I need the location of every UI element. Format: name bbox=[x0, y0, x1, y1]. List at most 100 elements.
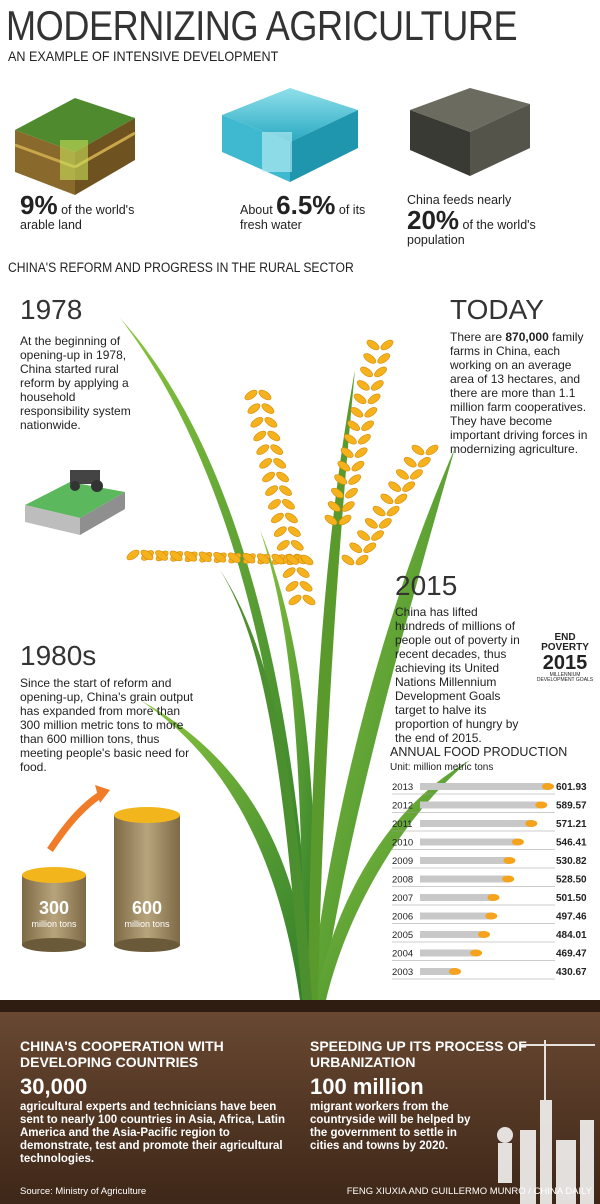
population-icon bbox=[410, 88, 530, 176]
grain bbox=[287, 526, 301, 537]
grain bbox=[276, 540, 290, 551]
stat-land: 9% of the world's arable land bbox=[20, 192, 170, 232]
grain bbox=[417, 456, 431, 468]
grain bbox=[247, 403, 261, 414]
grain bbox=[345, 487, 358, 499]
grain bbox=[285, 581, 299, 592]
grain bbox=[227, 552, 241, 563]
grain bbox=[358, 433, 371, 445]
highlight: 870,000 bbox=[505, 330, 549, 344]
bar-tip bbox=[542, 783, 554, 790]
grain bbox=[350, 407, 364, 418]
grain bbox=[184, 551, 198, 562]
stat-value: 20% bbox=[407, 205, 460, 235]
grain bbox=[351, 460, 365, 472]
text: China has lifted hundreds of millions of… bbox=[395, 605, 520, 745]
y-tick-label: 2010 bbox=[392, 838, 413, 849]
credit: FENG XIUXIA AND GUILLERMO MUNRO / CHINA … bbox=[346, 1186, 592, 1197]
grain bbox=[270, 444, 284, 455]
y-tick-label: 2007 bbox=[392, 893, 413, 904]
text: There are 870,000 family farms in China,… bbox=[450, 330, 596, 456]
grain bbox=[380, 339, 394, 351]
chart-subtitle: Unit: million metric tons bbox=[390, 762, 494, 773]
grain bbox=[259, 458, 273, 469]
bar bbox=[420, 820, 532, 827]
grain bbox=[213, 552, 227, 563]
grain bbox=[155, 550, 168, 561]
section-title: CHINA'S REFORM AND PROGRESS IN THE RURAL… bbox=[8, 260, 354, 275]
value-label: 497.46 bbox=[556, 912, 587, 923]
heading: SPEEDING UP ITS PROCESS OF URBANIZATION bbox=[310, 1038, 527, 1070]
grain bbox=[410, 469, 423, 480]
heading: TODAY bbox=[450, 294, 544, 325]
food-production-chart: 2013 601.93 2012 589.57 2011 571.21 2010 546.41… bbox=[392, 782, 587, 980]
bar-tip bbox=[525, 820, 538, 827]
grain bbox=[348, 474, 362, 485]
bar-tip bbox=[485, 912, 498, 920]
stat-text: of the world's arable land bbox=[20, 203, 135, 232]
logo-top: END POVERTY bbox=[541, 632, 589, 653]
bar bbox=[420, 949, 477, 957]
value-label: 601.93 bbox=[556, 782, 587, 793]
grain bbox=[394, 493, 408, 505]
y-tick-label: 2004 bbox=[392, 949, 413, 960]
grain bbox=[302, 594, 316, 606]
grain bbox=[282, 499, 295, 510]
bar-tip bbox=[502, 875, 515, 883]
grain bbox=[425, 444, 439, 456]
can-label: 300 million tons bbox=[22, 898, 86, 929]
subtitle: AN EXAMPLE OF INTENSIVE DEVELOPMENT bbox=[8, 48, 279, 64]
grain bbox=[354, 447, 368, 458]
bar bbox=[420, 857, 510, 864]
grain bbox=[371, 530, 384, 541]
grain bbox=[378, 518, 392, 529]
grain bbox=[337, 460, 351, 472]
grain bbox=[273, 526, 287, 537]
grain bbox=[276, 471, 289, 483]
text: family farms in China, each working on a… bbox=[450, 330, 588, 456]
grain bbox=[341, 501, 355, 512]
bar-tip bbox=[470, 949, 483, 957]
value-label: 469.47 bbox=[556, 949, 587, 960]
bar-tip bbox=[535, 801, 548, 809]
grain bbox=[271, 512, 284, 524]
stat-water: About 6.5% of its fresh water bbox=[240, 192, 370, 232]
grain bbox=[290, 540, 304, 551]
number: 30,000 bbox=[20, 1074, 88, 1099]
grain bbox=[344, 433, 357, 445]
value-label: 528.50 bbox=[556, 875, 587, 886]
water-icon bbox=[222, 88, 358, 182]
grain bbox=[338, 514, 352, 526]
grain bbox=[403, 456, 417, 468]
text: Since the start of reform and opening-up… bbox=[20, 676, 194, 774]
grain bbox=[296, 567, 310, 578]
grain bbox=[279, 485, 292, 496]
grain-cans bbox=[22, 785, 180, 952]
heading: CHINA'S COOPERATION WITH DEVELOPING COUN… bbox=[20, 1038, 224, 1070]
can-value: 300 bbox=[38, 898, 70, 918]
grain bbox=[347, 420, 360, 432]
stat-text: of the world's population bbox=[407, 218, 536, 247]
bar-tip bbox=[477, 931, 490, 938]
grain bbox=[140, 549, 154, 561]
bar-tip bbox=[487, 894, 500, 901]
bar bbox=[420, 894, 494, 901]
grain bbox=[300, 554, 314, 566]
grain bbox=[265, 485, 278, 496]
grain bbox=[288, 594, 302, 606]
y-tick-label: 2012 bbox=[392, 801, 413, 812]
field-icon bbox=[25, 470, 125, 535]
grain bbox=[367, 393, 381, 405]
bar bbox=[420, 912, 492, 920]
grain bbox=[256, 444, 270, 455]
grain bbox=[250, 417, 264, 428]
bar bbox=[420, 801, 542, 809]
rice-grains bbox=[126, 339, 439, 606]
grain bbox=[355, 554, 369, 566]
grain bbox=[363, 542, 377, 554]
grain bbox=[273, 458, 287, 469]
grain bbox=[253, 430, 267, 442]
grain bbox=[267, 430, 281, 442]
bar-tip bbox=[511, 838, 524, 846]
grain bbox=[356, 380, 370, 391]
